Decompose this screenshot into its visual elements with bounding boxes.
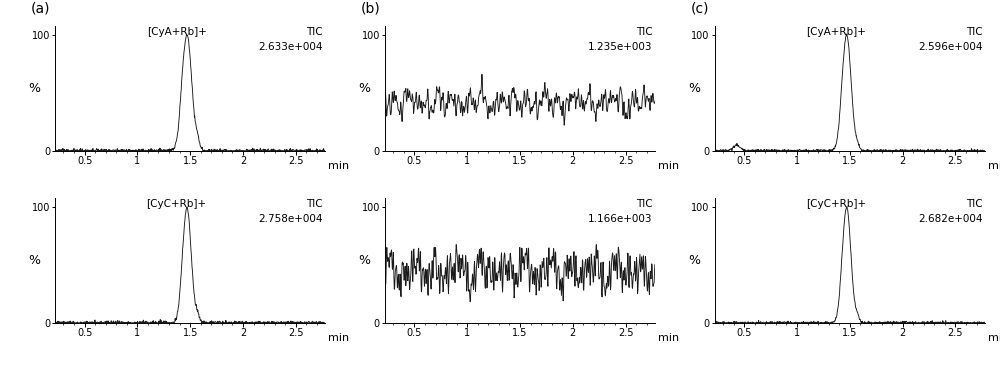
- Text: 1.235e+003: 1.235e+003: [588, 42, 652, 52]
- Text: (c): (c): [690, 2, 709, 16]
- Text: TIC: TIC: [306, 199, 323, 209]
- Text: 1.166e+003: 1.166e+003: [588, 214, 652, 224]
- Text: min: min: [988, 333, 1000, 343]
- Text: 2.758e+004: 2.758e+004: [258, 214, 323, 224]
- Text: [CyC+Rb]+: [CyC+Rb]+: [147, 199, 207, 209]
- Text: (b): (b): [360, 2, 380, 16]
- Text: %: %: [358, 254, 370, 267]
- Text: min: min: [328, 161, 349, 171]
- Text: %: %: [28, 254, 40, 267]
- Text: %: %: [358, 82, 370, 95]
- Text: [CyC+Rb]+: [CyC+Rb]+: [806, 199, 866, 209]
- Text: [CyA+Rb]+: [CyA+Rb]+: [806, 27, 866, 37]
- Text: TIC: TIC: [636, 199, 652, 209]
- Text: TIC: TIC: [306, 27, 323, 37]
- Text: %: %: [688, 254, 700, 267]
- Text: min: min: [658, 161, 679, 171]
- Text: min: min: [988, 161, 1000, 171]
- Text: TIC: TIC: [636, 27, 652, 37]
- Text: min: min: [658, 333, 679, 343]
- Text: TIC: TIC: [966, 199, 982, 209]
- Text: [CyA+Rb]+: [CyA+Rb]+: [147, 27, 207, 37]
- Text: 2.633e+004: 2.633e+004: [258, 42, 323, 52]
- Text: TIC: TIC: [966, 27, 982, 37]
- Text: (a): (a): [31, 2, 50, 16]
- Text: 2.682e+004: 2.682e+004: [918, 214, 982, 224]
- Text: %: %: [28, 82, 40, 95]
- Text: %: %: [688, 82, 700, 95]
- Text: 2.596e+004: 2.596e+004: [918, 42, 982, 52]
- Text: min: min: [328, 333, 349, 343]
